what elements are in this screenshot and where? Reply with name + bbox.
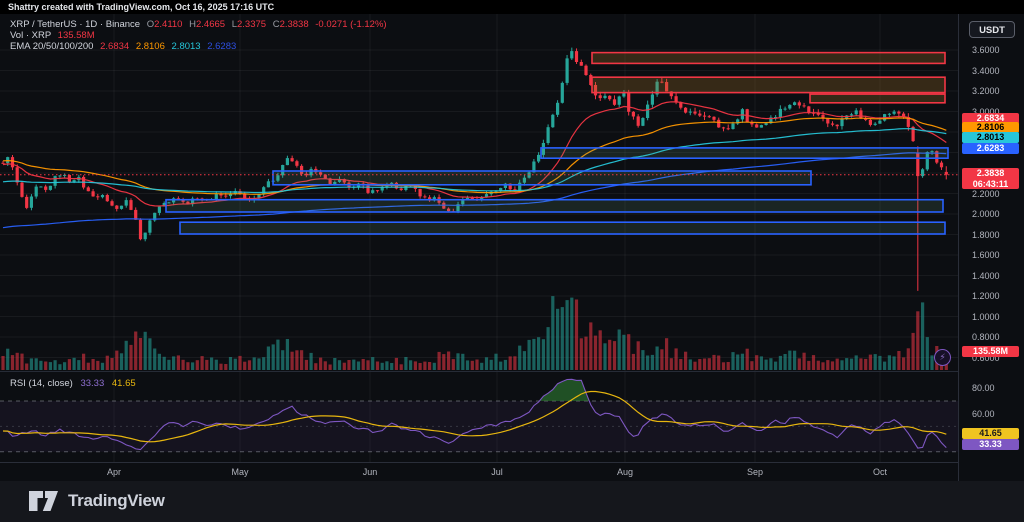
rsi-ma-value: 41.65 [111,378,136,389]
zone-box [179,221,946,235]
time-axis[interactable]: Apr May Jun Jul Aug Sep Oct [0,462,958,482]
price-tick-label: 3.6000 [972,45,1000,55]
grid [0,14,958,462]
symbol-legend-row: XRP / TetherUS · 1D · Binance O2.4110 H2… [10,19,387,30]
ema-lines [2,101,947,229]
month-label: Jul [491,467,503,477]
rsi-legend-row[interactable]: RSI (14, close) 33.33 41.65 [10,378,136,389]
volume-series [1,296,948,370]
price-tick-label: 1.4000 [972,270,1000,281]
month-label: Apr [106,467,121,477]
ema200-badge: 2.6283 [962,142,1019,154]
volume-badge: 135.58M [962,346,1019,357]
tradingview-logo[interactable]: TradingView [28,490,165,512]
bottom-attribution-bar: TradingView [0,481,1024,522]
price-tick-label: 3.0000 [972,106,1000,117]
price-tick-label: 1.8000 [972,229,1000,240]
zone-box [591,76,946,94]
ema-legend-row: EMA 20/50/100/200 2.6834 2.8106 2.8013 2… [10,41,387,52]
price-tick-label: 1.0000 [972,311,1000,322]
price-axis[interactable]: 60.00 80.00 0.6000 0.8000 1.0000 1.2000 1.4000… [958,14,1024,481]
rsi-label[interactable]: RSI (14, close) [10,378,73,389]
ohlc-low-label: L [231,19,237,30]
tradingview-logo-text: TradingView [68,491,165,510]
ohlc-open: 2.4110 [154,19,183,30]
month-label: Jun [362,467,378,477]
ema100-badge: 2.8013 [962,131,1019,143]
volume-label[interactable]: Vol · XRP [10,30,52,41]
lightning-icon: ⚡ [939,352,946,362]
ema20-badge: 2.6834 [962,112,1019,124]
chart-legend[interactable]: XRP / TetherUS · 1D · Binance O2.4110 H2… [10,19,387,52]
rsi-pane [2,378,947,451]
rsi-line [2,378,947,451]
month-label: May [231,467,249,477]
ema100-value: 2.8013 [171,41,201,52]
month-label: Sep [746,467,763,477]
boost-button[interactable]: ⚡ [934,349,951,366]
rsi-value-badge: 33.33 [962,439,1019,450]
attribution-bar: Shattry created with TradingView.com, Oc… [0,0,1024,14]
ohlc-close: 2.3838 [279,19,309,30]
month-label: Aug [616,467,633,477]
attribution-text: Shattry created with TradingView.com, Oc… [8,2,275,12]
price-tick-label: 1.6000 [972,250,1000,260]
volume-legend-row: Vol · XRP 135.58M [10,30,387,41]
zone-box [540,147,949,159]
rsi-tick-label: 80.00 [972,383,995,394]
ohlc-low: 2.3375 [236,19,267,30]
supply-demand-zones[interactable] [165,51,949,235]
ohlc-high-label: H [189,19,196,30]
price-tick-label: 0.8000 [972,332,1000,342]
ema50-badge: 2.8106 [962,122,1019,133]
price-tick-label: 3.4000 [972,65,1000,76]
bar-countdown: 06:43:11 [972,178,1009,189]
ema20-value: 2.6834 [100,41,130,52]
zone-box [165,198,944,213]
price-chart[interactable] [0,14,958,462]
month-label: Oct [872,467,887,477]
ema50-value: 2.8106 [135,41,165,52]
zone-box [809,93,946,104]
currency-button[interactable]: USDT [969,21,1015,38]
current-price-value: 2.3838 [976,168,1005,178]
ema200-value: 2.6283 [207,41,237,52]
rsi-ma-badge: 41.65 [962,428,1019,439]
price-tick-label: 3.2000 [972,86,1000,96]
price-tick-label: 1.2000 [972,291,1000,301]
volume-value: 135.58M [57,30,95,41]
rsi-value: 33.33 [80,378,105,389]
rsi-ma-line [2,390,947,443]
price-tick-label: 2.0000 [972,209,1000,219]
ohlc-high: 2.4665 [195,19,226,30]
ohlc-close-label: C [272,19,280,30]
rsi-band [0,400,958,453]
symbol-title[interactable]: XRP / TetherUS · 1D · Binance [10,19,141,30]
price-tick-label: 2.2000 [972,188,1000,199]
tradingview-logo-icon [29,491,58,511]
change-value: -0.0271 (-1.12%) [315,19,387,30]
zone-box [591,51,946,65]
zone-box [272,170,812,186]
current-price-badge: 2.3838 06:43:11 [962,168,1019,189]
rsi-tick-label: 60.00 [972,408,995,419]
ema-label[interactable]: EMA 20/50/100/200 [10,41,94,52]
price-tick-label: 0.6000 [972,352,1000,363]
ohlc-open-label: O [146,19,155,30]
